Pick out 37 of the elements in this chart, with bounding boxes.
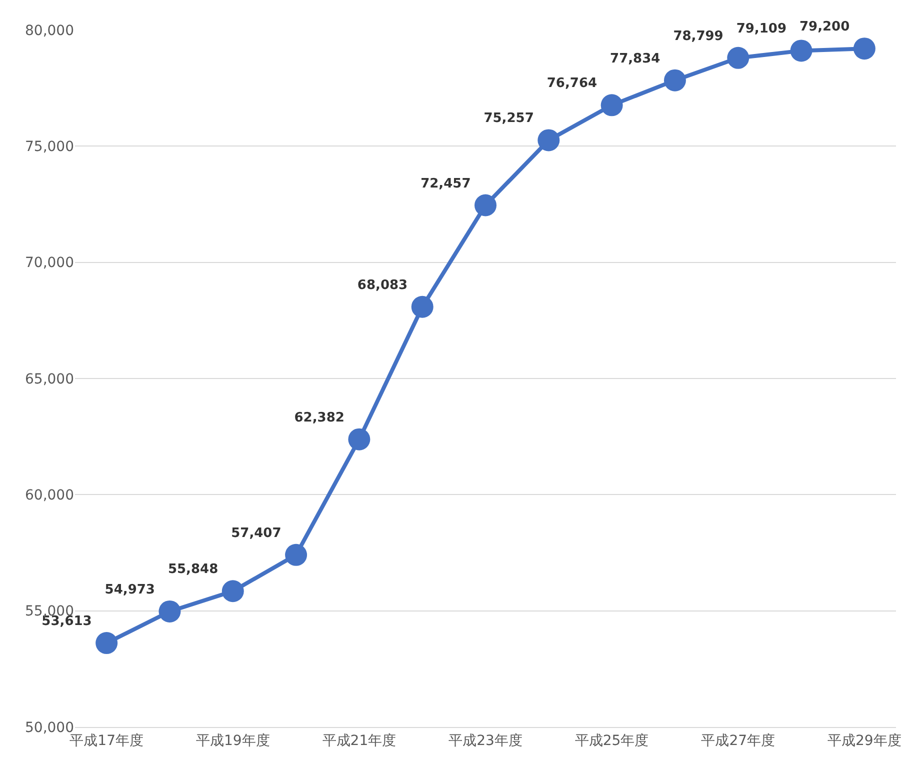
data-label: 77,834 — [610, 51, 660, 66]
x-tick-label: 平成29年度 — [828, 732, 902, 749]
point — [348, 428, 370, 450]
y-tick-label: 60,000 — [25, 488, 74, 504]
data-label: 68,083 — [357, 278, 408, 293]
point — [790, 40, 812, 62]
point — [222, 580, 244, 602]
point — [600, 94, 623, 116]
data-label: 79,200 — [800, 20, 850, 35]
x-tick-label: 平成27年度 — [701, 732, 776, 749]
point — [411, 296, 434, 318]
point — [727, 46, 750, 69]
data-label: 55,848 — [168, 562, 218, 578]
y-tick-label: 65,000 — [25, 371, 74, 388]
y-tick-label: 80,000 — [25, 22, 74, 39]
data-label: 57,407 — [231, 526, 282, 541]
point — [158, 600, 181, 622]
point — [285, 544, 308, 566]
y-tick-label: 70,000 — [25, 255, 74, 272]
data-label: 54,973 — [104, 582, 155, 598]
y-tick-label: 75,000 — [25, 139, 74, 156]
data-label: 78,799 — [673, 28, 724, 44]
data-label: 79,109 — [736, 22, 787, 37]
x-tick-label: 平成23年度 — [448, 732, 522, 749]
data-label: 53,613 — [42, 614, 92, 630]
x-tick-label: 平成21年度 — [322, 732, 396, 749]
point — [474, 194, 496, 216]
x-tick-label: 平成19年度 — [196, 732, 270, 749]
data-label: 75,257 — [484, 111, 534, 126]
point — [853, 38, 876, 60]
data-label: 62,382 — [294, 410, 344, 426]
data-label: 72,457 — [420, 176, 471, 192]
point — [664, 69, 686, 92]
point — [96, 632, 118, 654]
data-label: 76,764 — [546, 76, 598, 92]
x-tick-label: 平成25年度 — [574, 732, 649, 749]
point — [538, 129, 560, 152]
